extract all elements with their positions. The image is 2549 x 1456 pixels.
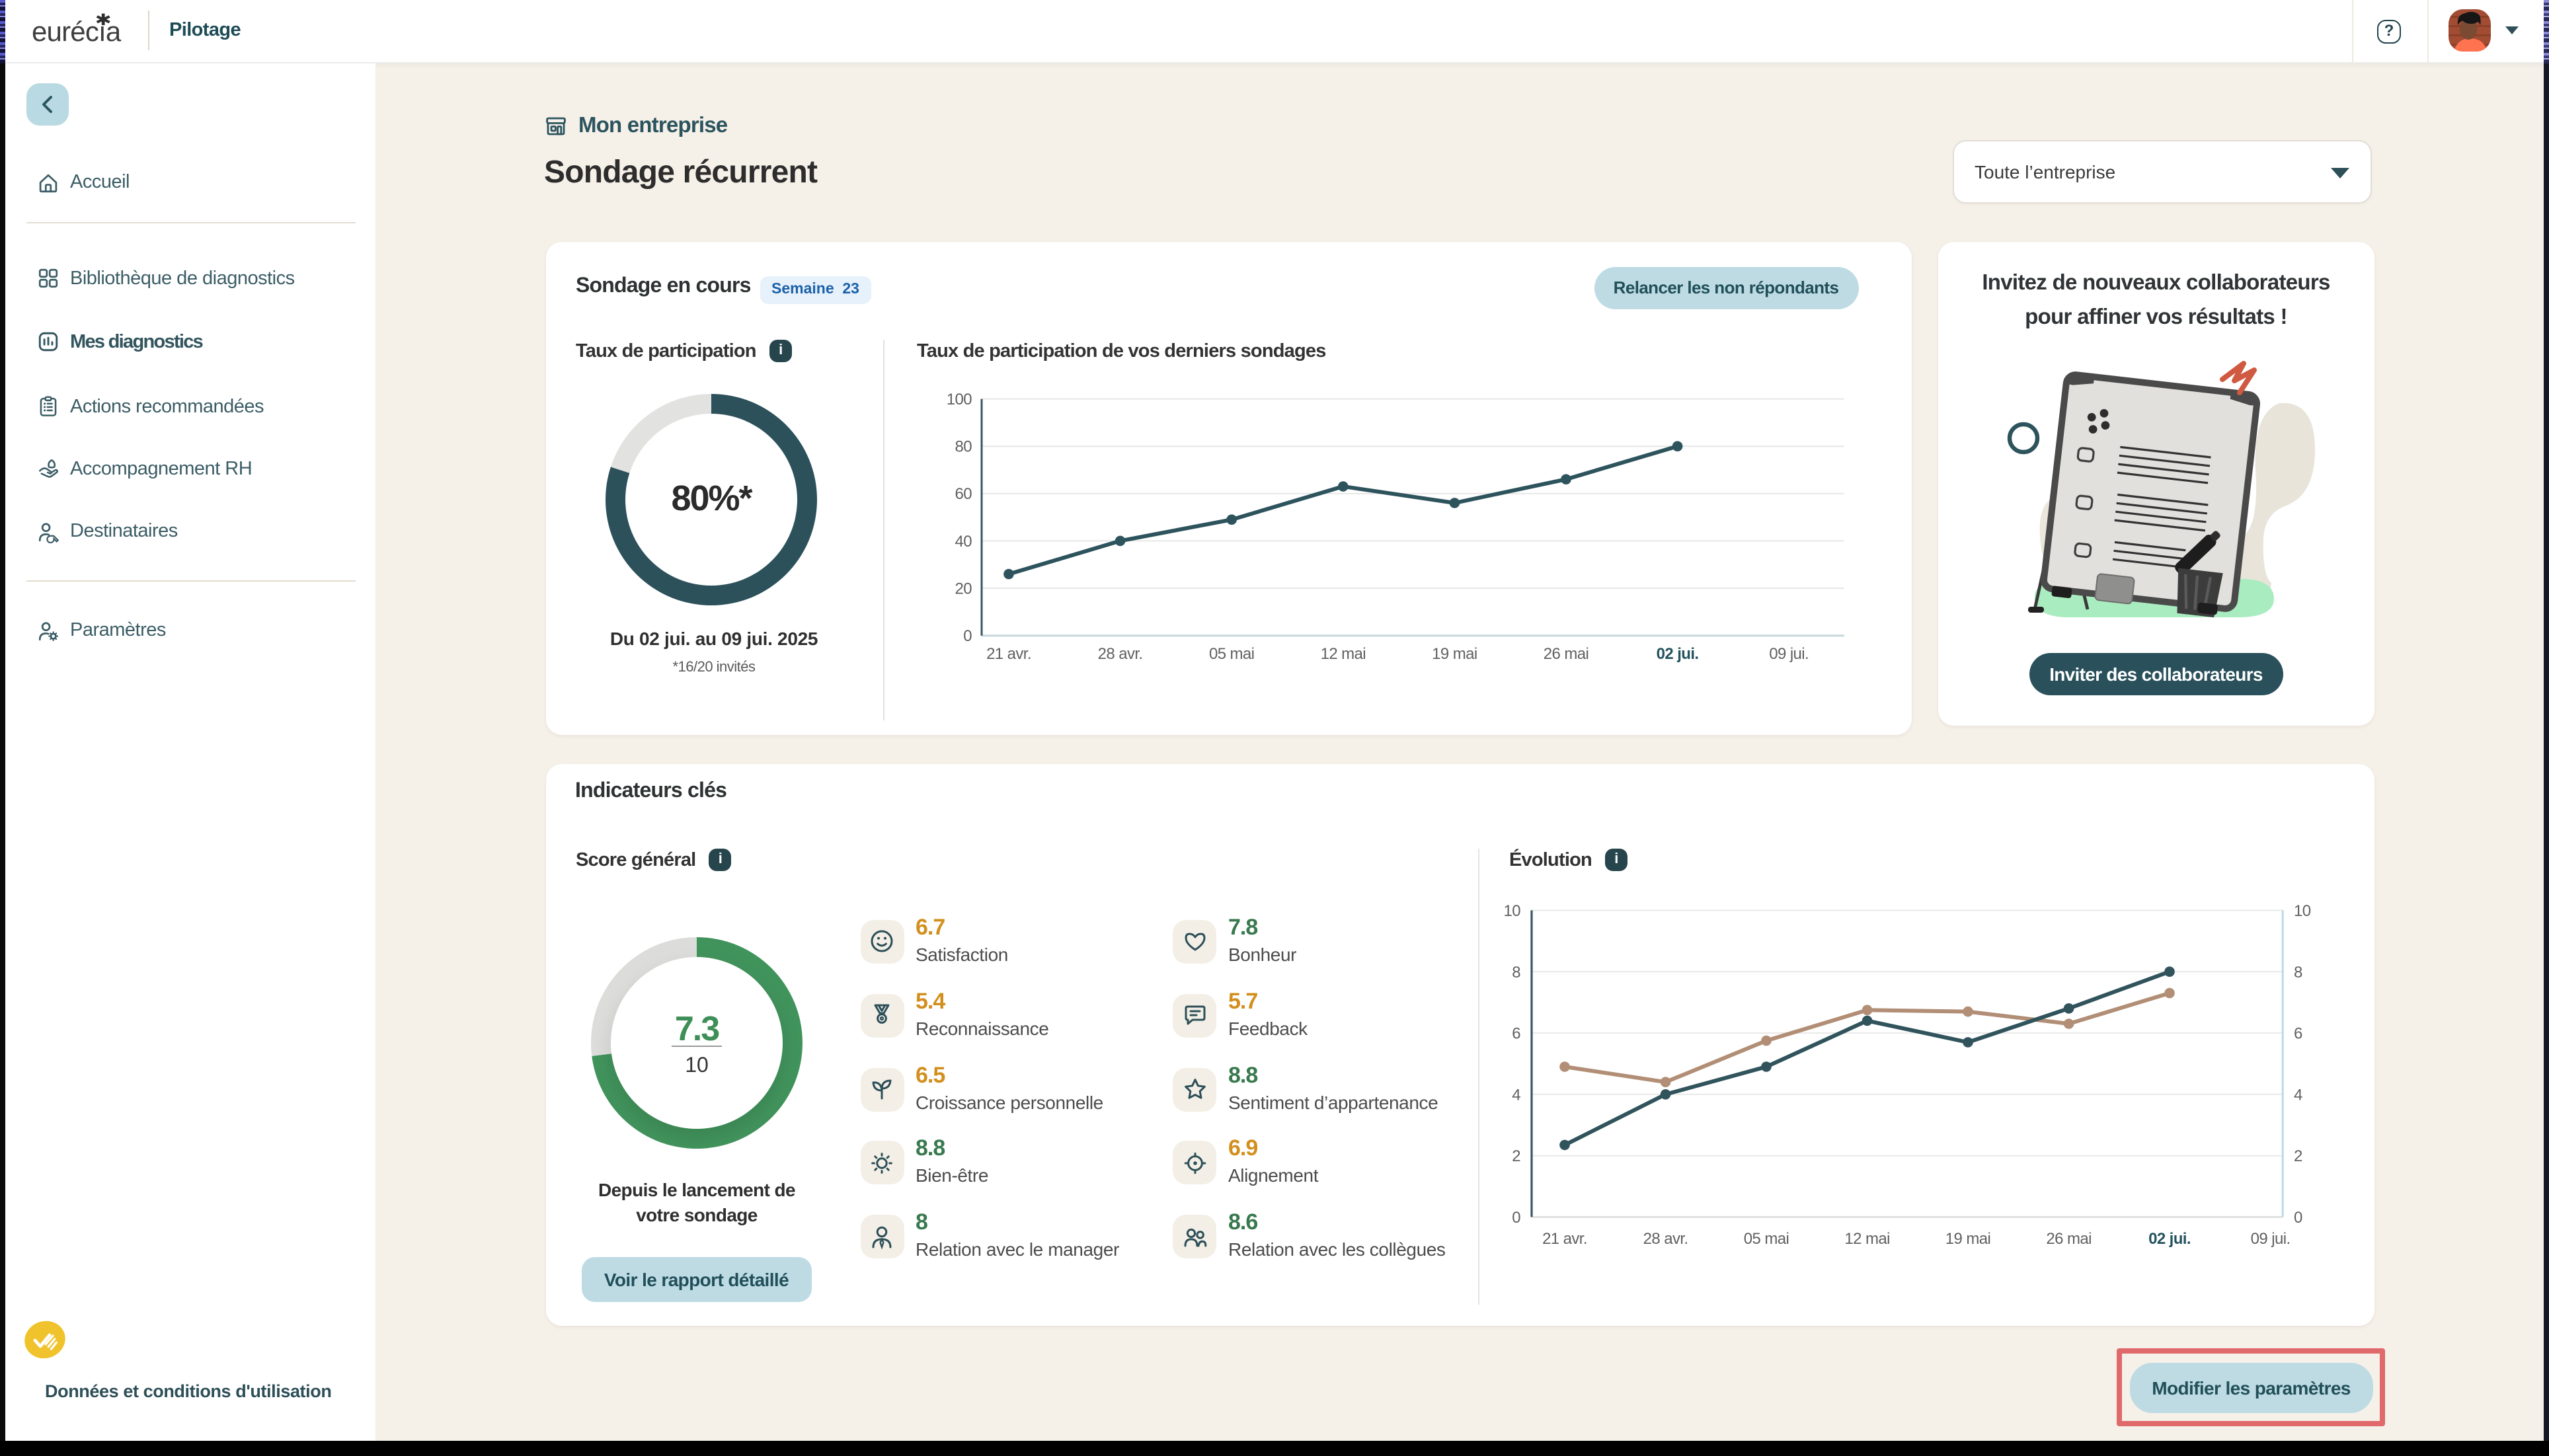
svg-text:21 avr.: 21 avr. (1542, 1230, 1587, 1248)
svg-text:0: 0 (963, 627, 972, 645)
svg-text:28 avr.: 28 avr. (1098, 645, 1143, 663)
svg-text:80: 80 (955, 438, 972, 456)
svg-text:8: 8 (2294, 964, 2302, 981)
svg-text:0: 0 (2294, 1209, 2302, 1227)
svg-text:6: 6 (2294, 1025, 2302, 1043)
svg-text:8: 8 (1512, 964, 1520, 981)
svg-text:05 mai: 05 mai (1209, 645, 1254, 663)
svg-text:4: 4 (2294, 1086, 2302, 1104)
svg-text:26 mai: 26 mai (2046, 1230, 2091, 1248)
svg-text:100: 100 (947, 391, 972, 408)
svg-text:26 mai: 26 mai (1544, 645, 1588, 663)
svg-text:12 mai: 12 mai (1844, 1230, 1889, 1248)
svg-text:21 avr.: 21 avr. (986, 645, 1031, 663)
svg-text:09 jui.: 09 jui. (2251, 1230, 2291, 1248)
svg-text:4: 4 (1512, 1086, 1520, 1104)
svg-text:0: 0 (1512, 1209, 1520, 1227)
svg-text:6: 6 (1512, 1025, 1520, 1043)
svg-text:28 avr.: 28 avr. (1643, 1230, 1688, 1248)
svg-text:09 jui.: 09 jui. (1769, 645, 1809, 663)
svg-text:12 mai: 12 mai (1321, 645, 1366, 663)
svg-text:02 jui.: 02 jui. (2148, 1230, 2191, 1248)
svg-text:02 jui.: 02 jui. (1657, 645, 1699, 663)
svg-text:10: 10 (1504, 902, 1521, 920)
svg-text:19 mai: 19 mai (1432, 645, 1477, 663)
svg-text:60: 60 (955, 485, 972, 503)
svg-text:2: 2 (2294, 1147, 2302, 1165)
svg-text:10: 10 (2294, 902, 2311, 920)
svg-text:05 mai: 05 mai (1744, 1230, 1789, 1248)
svg-text:19 mai: 19 mai (1945, 1230, 1990, 1248)
svg-text:2: 2 (1512, 1147, 1520, 1165)
svg-text:40: 40 (955, 533, 972, 551)
svg-text:20: 20 (955, 580, 972, 597)
